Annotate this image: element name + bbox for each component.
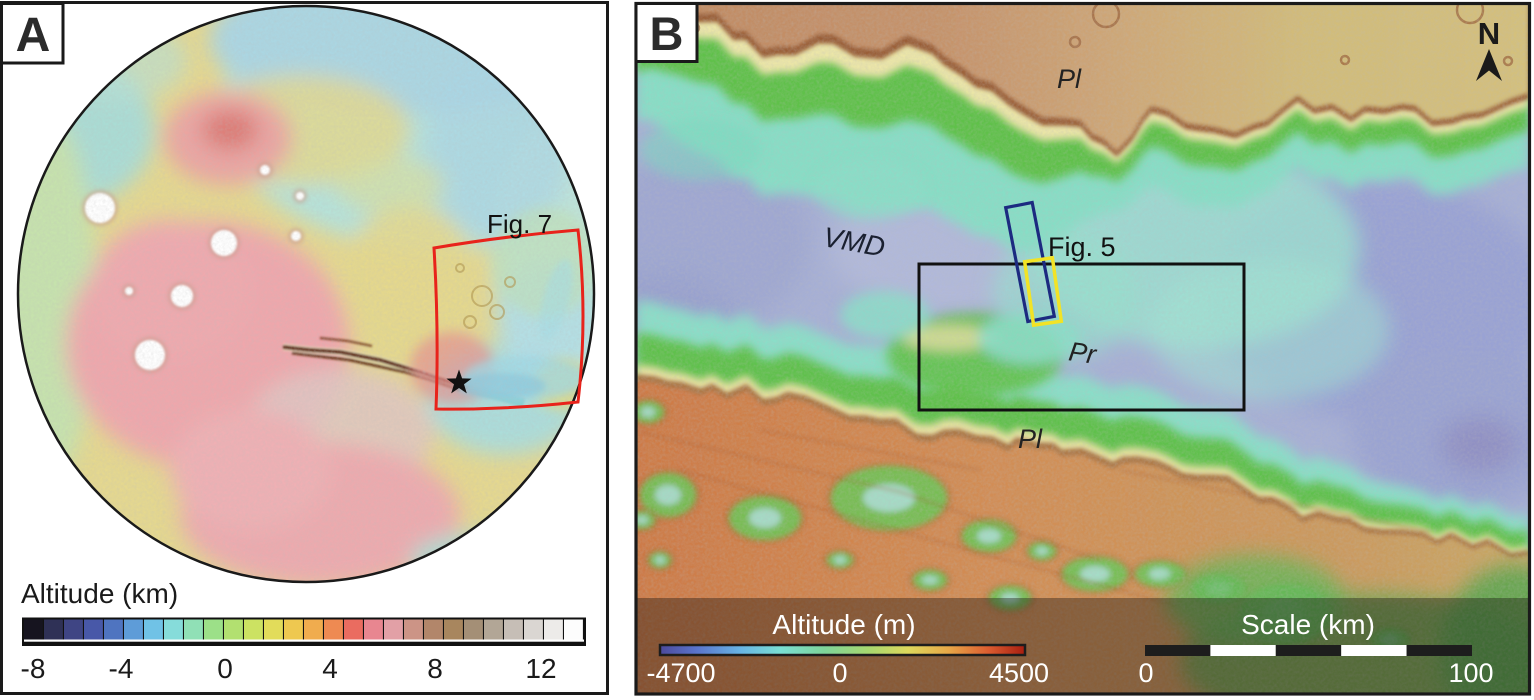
svg-text:100: 100 (1448, 658, 1493, 688)
svg-text:N: N (1478, 16, 1500, 51)
svg-text:Fig. 5: Fig. 5 (1048, 232, 1116, 262)
svg-text:-4: -4 (109, 653, 134, 684)
svg-text:A: A (16, 9, 51, 62)
svg-text:0: 0 (217, 653, 233, 684)
svg-text:Pr: Pr (1067, 336, 1099, 370)
svg-text:Scale (km): Scale (km) (1241, 609, 1375, 640)
svg-text:-8: -8 (21, 653, 46, 684)
svg-text:B: B (650, 7, 684, 60)
svg-text:8: 8 (427, 653, 443, 684)
svg-text:12: 12 (525, 653, 556, 684)
svg-text:Fig. 7: Fig. 7 (487, 209, 552, 239)
svg-text:Pl: Pl (1018, 424, 1043, 454)
svg-text:-4700: -4700 (646, 658, 715, 688)
svg-text:0: 0 (1138, 658, 1153, 688)
svg-text:Pl: Pl (1057, 64, 1082, 94)
svg-text:Altitude (km): Altitude (km) (21, 578, 178, 609)
svg-text:4500: 4500 (989, 658, 1049, 688)
svg-text:Altitude (m): Altitude (m) (772, 609, 915, 640)
svg-text:0: 0 (832, 658, 847, 688)
svg-text:4: 4 (322, 653, 338, 684)
